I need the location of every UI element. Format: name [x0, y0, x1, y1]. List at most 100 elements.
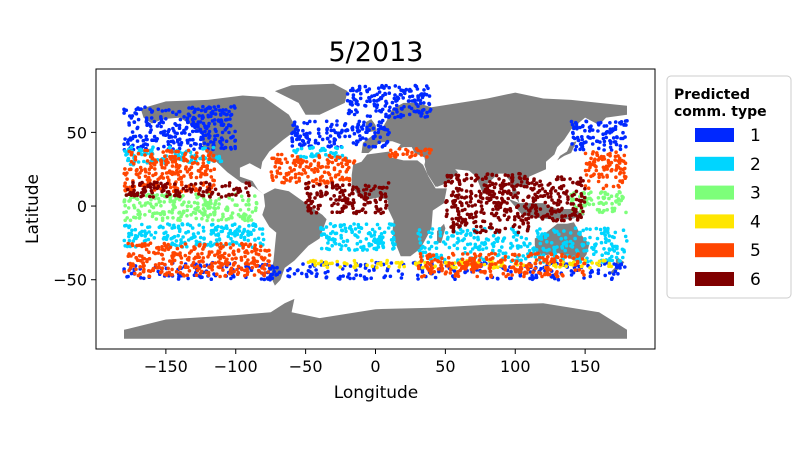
- point-type-3: [212, 206, 216, 210]
- point-type-1: [177, 275, 181, 279]
- point-type-1: [221, 122, 226, 127]
- point-type-5: [297, 171, 301, 176]
- point-type-5: [456, 261, 461, 266]
- point-type-3: [160, 218, 165, 223]
- point-type-3: [587, 202, 592, 207]
- point-type-5: [206, 273, 211, 278]
- point-type-2: [427, 247, 432, 251]
- point-type-1: [336, 131, 340, 135]
- point-type-2: [538, 241, 543, 246]
- point-type-2: [604, 240, 608, 244]
- point-type-6: [142, 185, 147, 190]
- point-type-5: [221, 268, 225, 272]
- point-type-1: [320, 137, 325, 142]
- point-type-1: [323, 271, 328, 275]
- point-type-1: [612, 272, 616, 276]
- point-type-3: [154, 202, 159, 207]
- point-type-5: [622, 174, 627, 179]
- point-type-1: [223, 145, 227, 150]
- point-type-2: [506, 255, 511, 259]
- point-type-6: [307, 198, 312, 203]
- point-type-6: [521, 221, 525, 226]
- point-type-5: [540, 274, 544, 279]
- point-type-5: [160, 165, 165, 170]
- point-type-1: [611, 127, 615, 131]
- point-type-2: [532, 248, 536, 253]
- legend-swatch-6: [695, 272, 734, 286]
- point-type-5: [275, 171, 280, 175]
- point-type-1: [374, 109, 378, 113]
- point-type-2: [209, 228, 214, 233]
- point-type-1: [200, 131, 205, 135]
- point-type-2: [213, 226, 218, 230]
- legend-label-1: 1: [750, 126, 761, 146]
- point-type-3: [589, 198, 594, 202]
- point-type-5: [178, 169, 183, 174]
- point-type-1: [354, 98, 358, 102]
- point-type-6: [463, 223, 468, 227]
- point-type-5: [194, 187, 198, 191]
- point-type-5: [167, 178, 171, 182]
- point-type-5: [211, 178, 215, 182]
- point-type-6: [363, 210, 368, 215]
- point-type-2: [249, 232, 253, 236]
- point-type-6: [542, 193, 547, 198]
- point-type-5: [135, 172, 140, 177]
- point-type-5: [419, 255, 423, 259]
- point-type-2: [341, 239, 346, 244]
- point-type-2: [379, 232, 384, 236]
- point-type-4: [365, 263, 369, 268]
- point-type-4: [387, 264, 391, 269]
- point-type-1: [580, 137, 584, 142]
- x-tick-label: −100: [214, 357, 258, 376]
- point-type-5: [160, 247, 165, 252]
- point-type-5: [183, 253, 188, 258]
- point-type-1: [316, 141, 321, 146]
- point-type-3: [192, 200, 197, 205]
- point-type-6: [529, 186, 533, 191]
- point-type-1: [583, 128, 587, 133]
- point-type-1: [330, 122, 334, 127]
- point-type-6: [503, 189, 508, 194]
- point-type-1: [218, 119, 223, 123]
- point-type-1: [393, 84, 398, 88]
- point-type-5: [297, 176, 302, 181]
- point-type-6: [373, 184, 377, 188]
- point-type-2: [536, 235, 540, 239]
- point-type-5: [602, 157, 607, 161]
- point-type-5: [439, 263, 443, 267]
- point-type-1: [421, 93, 426, 98]
- point-type-5: [154, 160, 159, 164]
- point-type-2: [382, 230, 387, 235]
- point-type-2: [573, 226, 578, 230]
- point-type-6: [474, 173, 478, 177]
- point-type-6: [553, 189, 558, 193]
- point-type-2: [196, 231, 201, 235]
- point-type-1: [361, 123, 366, 127]
- point-type-6: [330, 210, 335, 214]
- point-type-5: [560, 272, 564, 277]
- point-type-1: [133, 111, 137, 115]
- point-type-5: [273, 164, 278, 169]
- point-type-5: [123, 167, 127, 171]
- point-type-1: [407, 99, 412, 103]
- point-type-1: [166, 142, 171, 147]
- point-type-6: [474, 224, 479, 229]
- point-type-5: [189, 165, 194, 169]
- point-type-1: [596, 268, 601, 273]
- point-type-2: [427, 230, 431, 234]
- point-type-2: [483, 242, 488, 246]
- point-type-1: [358, 96, 363, 101]
- point-type-5: [156, 245, 161, 250]
- point-type-5: [594, 164, 598, 169]
- point-type-5: [148, 178, 152, 182]
- point-type-6: [307, 180, 311, 185]
- x-axis-label: Longitude: [334, 383, 419, 403]
- plot-area: [95, 68, 656, 350]
- point-type-5: [401, 152, 406, 156]
- point-type-6: [325, 191, 329, 195]
- point-type-5: [221, 245, 225, 249]
- point-type-6: [174, 188, 178, 193]
- point-type-6: [227, 181, 232, 185]
- point-type-1: [379, 121, 384, 125]
